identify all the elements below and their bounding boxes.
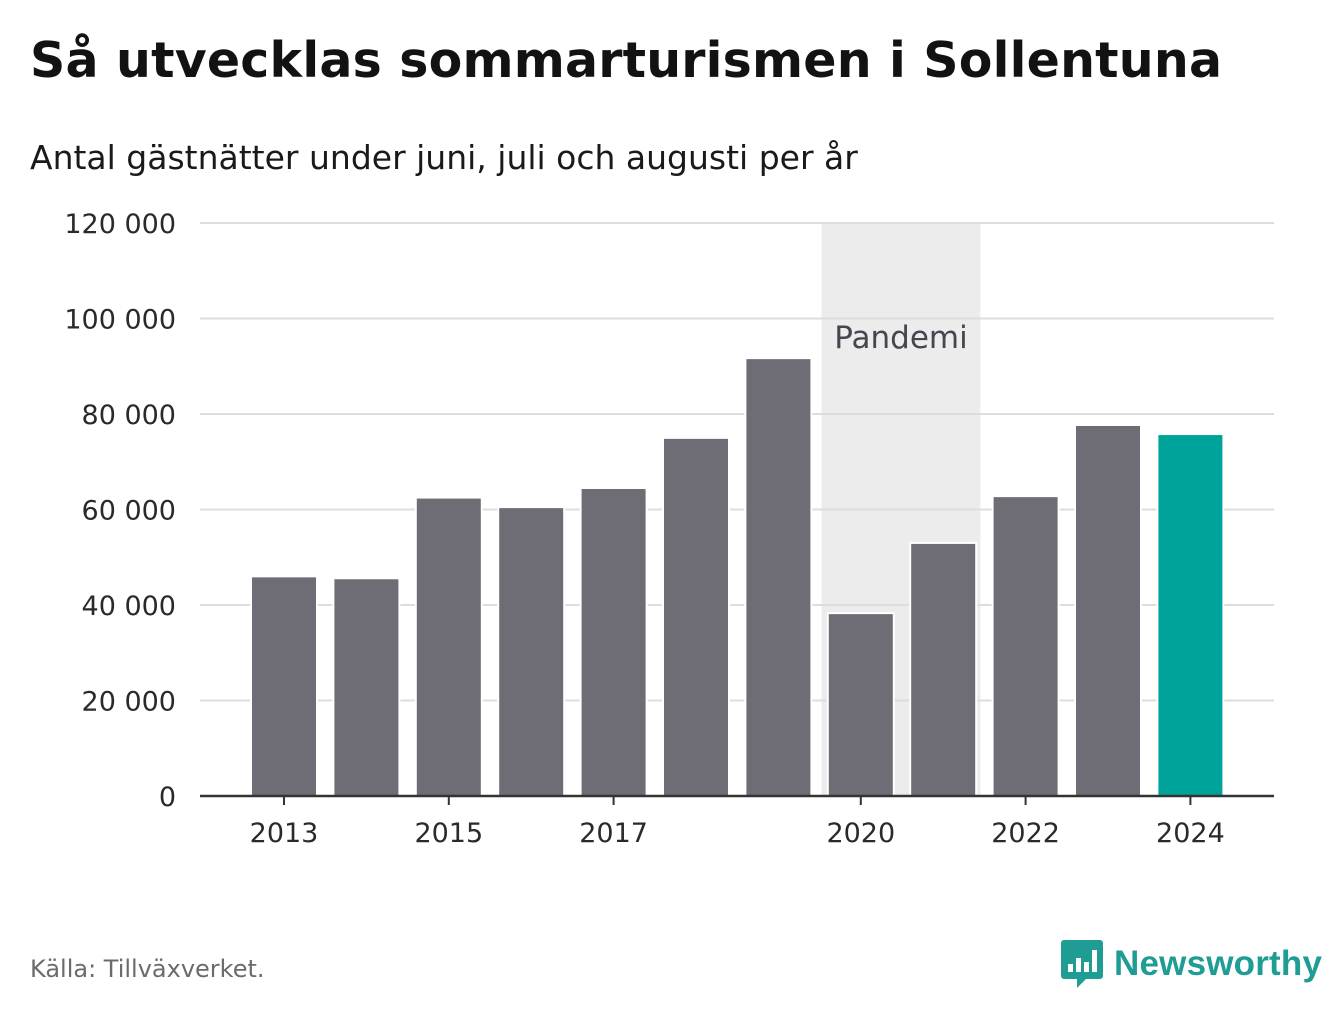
bar-2018 bbox=[662, 436, 730, 797]
y-tick-label: 120 000 bbox=[64, 209, 176, 240]
newsworthy-logo-icon bbox=[1061, 940, 1103, 988]
bar-2022 bbox=[991, 495, 1060, 797]
bar-2023 bbox=[1074, 423, 1142, 797]
bar-2017 bbox=[579, 487, 648, 797]
y-tick-label: 20 000 bbox=[82, 687, 176, 718]
x-tick-label: 2020 bbox=[826, 818, 895, 849]
chart-title: Så utvecklas sommarturismen i Sollentuna bbox=[30, 32, 1223, 89]
bar-chart: 0 20 000 40 000 60 000 80 000 100 000 120 000 P… bbox=[64, 209, 1274, 849]
y-tick-label: 0 bbox=[159, 782, 176, 813]
x-tick-label: 2017 bbox=[579, 818, 648, 849]
x-tick-label: 2013 bbox=[250, 818, 319, 849]
bar-2019 bbox=[744, 357, 813, 797]
bar-2013 bbox=[250, 575, 318, 797]
pandemic-label: Pandemi bbox=[834, 320, 968, 356]
bar-2024 bbox=[1156, 433, 1225, 797]
y-tick-label: 80 000 bbox=[82, 400, 176, 431]
newsworthy-brand: Newsworthy bbox=[1060, 938, 1322, 990]
bar-2014 bbox=[332, 577, 401, 798]
x-tick-label: 2015 bbox=[414, 818, 483, 849]
x-tick-label: 2024 bbox=[1156, 818, 1225, 849]
bar-2020 bbox=[826, 612, 895, 797]
y-tick-label: 60 000 bbox=[82, 496, 176, 527]
y-tick-label: 100 000 bbox=[64, 305, 176, 336]
bar-2015 bbox=[414, 496, 483, 797]
bar-2021 bbox=[909, 541, 978, 797]
bar-2016 bbox=[497, 506, 566, 797]
source-note: Källa: Tillväxverket. bbox=[30, 955, 265, 983]
chart-subtitle: Antal gästnätter under juni, juli och au… bbox=[30, 138, 858, 177]
y-tick-label: 40 000 bbox=[82, 591, 176, 622]
brand-name: Newsworthy bbox=[1114, 944, 1323, 983]
x-tick-label: 2022 bbox=[991, 818, 1060, 849]
